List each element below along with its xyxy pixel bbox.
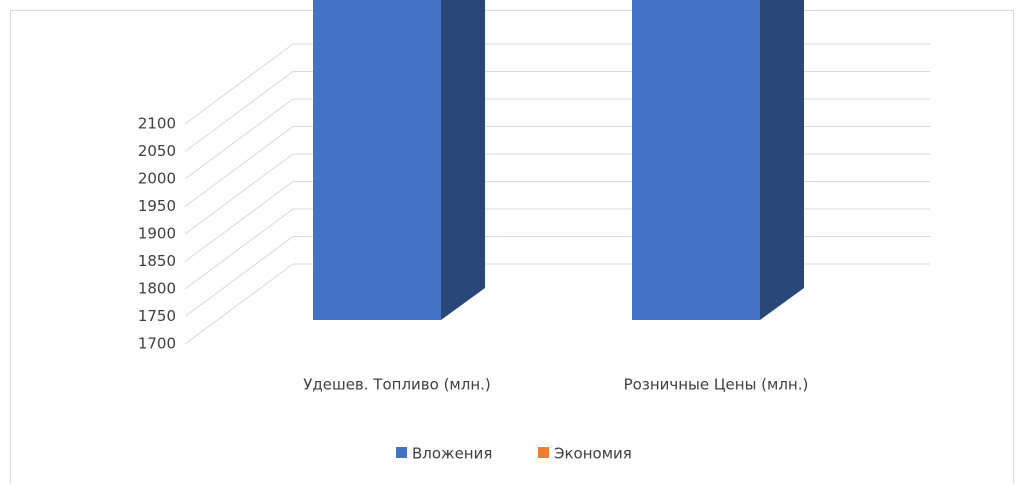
grid-line-side: [184, 263, 294, 345]
bar: [632, 0, 760, 320]
bar-side: [760, 0, 804, 320]
y-tick-label: 1750: [138, 307, 176, 325]
y-tick-label: 2050: [138, 142, 176, 160]
grid-line-side: [184, 126, 294, 207]
grid-line-side: [184, 98, 294, 180]
x-tick-label: Удешев. Топливо (млн.): [303, 376, 491, 394]
legend-swatch: [396, 447, 407, 458]
grid-line-side: [184, 236, 294, 317]
grid-line-side: [184, 208, 294, 290]
grid-line-side: [184, 153, 294, 235]
grid-line-side: [184, 43, 294, 125]
y-tick-label: 2100: [138, 115, 176, 133]
y-tick-label: 1900: [138, 225, 176, 243]
y-tick-label: 1850: [138, 252, 176, 270]
y-tick-label: 2000: [138, 170, 176, 188]
y-tick-label: 1700: [138, 335, 176, 353]
legend-swatch: [538, 447, 549, 458]
bar: [313, 0, 441, 320]
chart-border: [10, 10, 1014, 487]
legend-label: Экономия: [554, 445, 632, 463]
y-tick-label: 1950: [138, 197, 176, 215]
y-tick-label: 1800: [138, 280, 176, 298]
bar-side: [441, 0, 485, 320]
x-tick-label: Розничные Цены (млн.): [624, 376, 809, 394]
legend-label: Вложения: [412, 445, 492, 463]
grid-line-side: [184, 181, 294, 262]
grid-line-side: [184, 71, 294, 152]
